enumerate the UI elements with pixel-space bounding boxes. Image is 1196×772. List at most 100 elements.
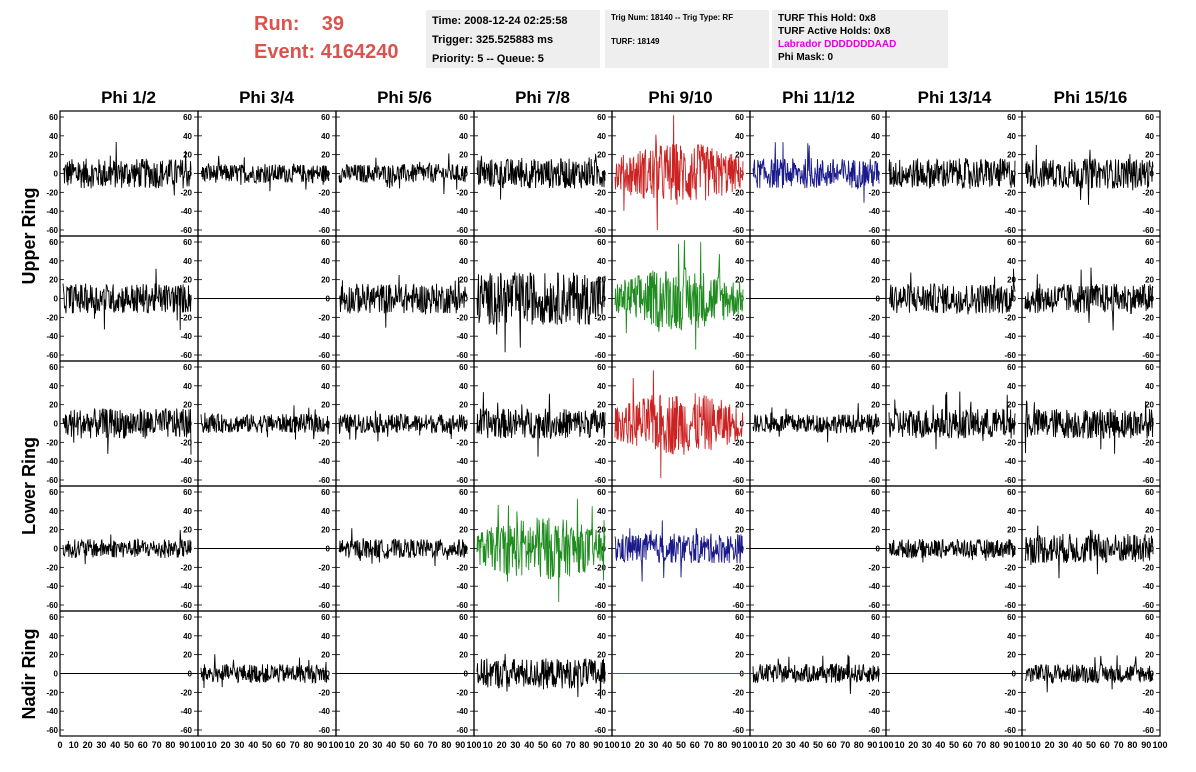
y-tick-label: 40 [597,382,606,391]
y-tick-label: -20 [1142,438,1154,447]
x-tick-label: 30 [372,740,382,750]
y-tick-label: -60 [868,726,880,735]
y-tick-label: 60 [1145,113,1154,122]
y-tick-label: -40 [318,207,330,216]
x-tick-label: 60 [276,740,286,750]
y-tick-label: -60 [318,726,330,735]
x-tick-label: 70 [152,740,162,750]
y-tick-label: 20 [597,401,606,410]
x-tick-label: 40 [935,740,945,750]
waveform-trace [888,391,1016,450]
y-tick-label: 60 [459,488,468,497]
x-tick-label: 30 [786,740,796,750]
y-tick-label: -40 [1004,207,1016,216]
waveform-trace [62,268,192,331]
y-tick-label: 0 [1150,545,1155,554]
y-tick-label: 40 [321,632,330,641]
y-tick-label: -20 [180,188,192,197]
waveform-trace [476,153,606,200]
y-tick-label: -40 [732,457,744,466]
y-tick-label: -20 [180,438,192,447]
waveform-trace [200,155,330,192]
y-tick-label: 40 [183,132,192,141]
x-tick-label: 50 [676,740,686,750]
x-tick-label: 40 [662,740,672,750]
y-tick-label: -40 [46,207,58,216]
x-tick-label: 10 [345,740,355,750]
y-tick-label: 0 [1012,670,1017,679]
waveform-trace [888,268,1016,315]
x-tick-label: 80 [854,740,864,750]
y-tick-label: 0 [54,670,59,679]
y-tick-label: 20 [871,526,880,535]
y-tick-label: 60 [597,363,606,372]
y-tick-label: 20 [735,526,744,535]
y-tick-label: -20 [732,688,744,697]
y-tick-label: -20 [318,438,330,447]
y-tick-label: -60 [1004,601,1016,610]
y-tick-label: -60 [46,726,58,735]
y-tick-label: -60 [180,351,192,360]
y-tick-label: -60 [732,601,744,610]
y-tick-label: -20 [318,563,330,572]
x-tick-label: 60 [138,740,148,750]
x-tick-label: 20 [635,740,645,750]
y-tick-label: 40 [1007,507,1016,516]
y-tick-label: 20 [183,651,192,660]
y-tick-label: 40 [459,132,468,141]
y-tick-label: 40 [871,507,880,516]
x-tick-label: 80 [303,740,313,750]
y-tick-label: -20 [456,438,468,447]
x-tick-label: 40 [386,740,396,750]
y-tick-label: -40 [180,707,192,716]
y-tick-label: 60 [321,363,330,372]
x-tick-label: 10 [759,740,769,750]
y-tick-label: 20 [49,526,58,535]
y-tick-label: 60 [735,113,744,122]
y-tick-label: -40 [318,332,330,341]
y-tick-label: 20 [871,151,880,160]
y-tick-label: -60 [46,476,58,485]
x-tick-label: 80 [1127,740,1137,750]
x-tick-label: 30 [510,740,520,750]
y-tick-label: 40 [1007,132,1016,141]
y-tick-label: -20 [594,188,606,197]
y-tick-label: 20 [321,651,330,660]
y-tick-label: 40 [321,132,330,141]
y-tick-label: 60 [1145,613,1154,622]
y-tick-label: 0 [464,295,469,304]
y-tick-label: 20 [1145,651,1154,660]
x-tick-label: 100 [328,740,343,750]
y-tick-label: -60 [456,601,468,610]
y-tick-label: 40 [1145,507,1154,516]
y-tick-label: 60 [459,238,468,247]
y-tick-label: 60 [459,113,468,122]
y-tick-label: -60 [318,351,330,360]
y-tick-label: -40 [868,457,880,466]
y-tick-label: 60 [459,613,468,622]
y-tick-label: -20 [868,563,880,572]
y-tick-label: -40 [456,582,468,591]
y-tick-label: 60 [321,488,330,497]
waveform-trace [476,272,606,353]
y-tick-label: -40 [594,332,606,341]
run-value: 39 [321,13,345,35]
y-tick-label: 20 [49,401,58,410]
y-tick-label: 40 [735,382,744,391]
y-tick-label: 40 [871,132,880,141]
x-tick-label: 30 [234,740,244,750]
y-tick-label: -20 [1004,188,1016,197]
y-tick-label: 60 [735,613,744,622]
y-tick-label: -60 [732,726,744,735]
y-tick-label: -40 [318,707,330,716]
y-tick-label: 20 [1007,401,1016,410]
y-tick-label: 0 [464,420,469,429]
x-tick-label: 80 [441,740,451,750]
turf-this-hold: TURF This Hold: 0x8 [778,13,876,24]
waveform-trace [614,370,744,479]
y-tick-label: 40 [871,382,880,391]
